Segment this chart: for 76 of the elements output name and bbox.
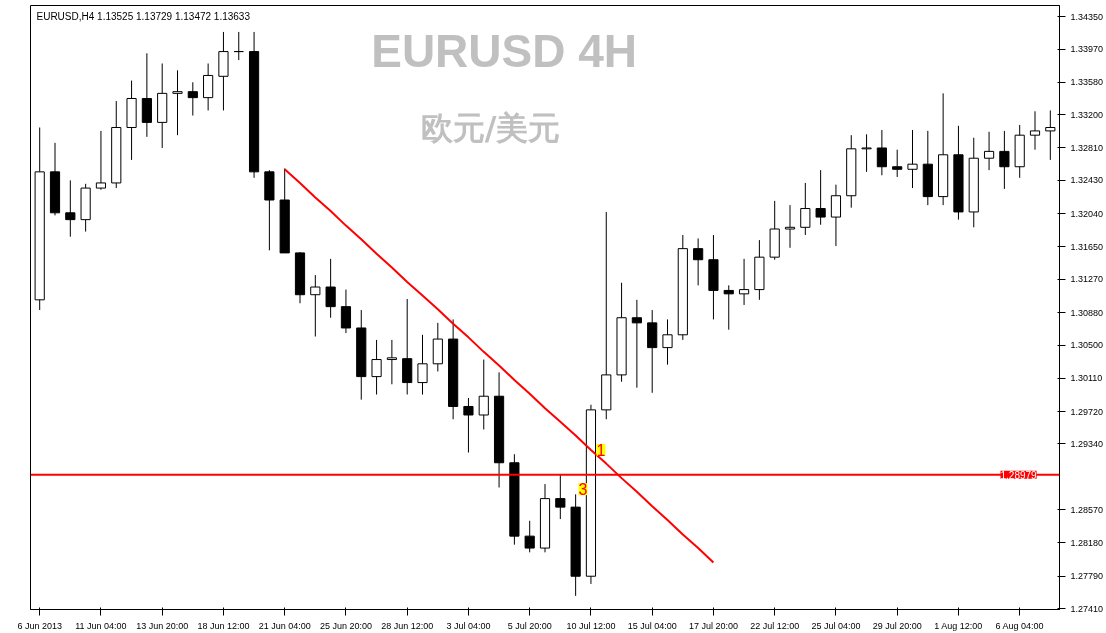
candlestick: [815, 169, 826, 226]
candlestick: [892, 149, 903, 178]
y-tick-label: 1.28570: [1070, 504, 1104, 515]
candlestick: [1045, 109, 1056, 161]
x-tick-label: 5 Jul 20:00: [507, 620, 552, 631]
x-tick-label: 29 Jul 20:00: [872, 620, 922, 631]
chart-title: EURUSD 4H: [371, 24, 638, 77]
candlestick: [524, 520, 535, 553]
candlestick: [463, 397, 474, 454]
x-tick-label: 11 Jun 04:00: [75, 620, 127, 631]
candlestick: [65, 179, 76, 238]
y-tick-label: 1.33200: [1070, 109, 1104, 120]
candlestick: [340, 289, 352, 334]
x-tick-label: 15 Jul 04:00: [627, 620, 677, 631]
candlestick: [662, 318, 673, 366]
x-tick-label: 10 Jul 12:00: [566, 620, 616, 631]
candlestick: [402, 298, 413, 396]
x-tick-label: 6 Jun 2013: [17, 620, 62, 631]
y-tick-label: 1.31270: [1070, 274, 1104, 285]
candlestick: [187, 81, 198, 117]
y-tick-label: 1.29340: [1070, 439, 1104, 449]
y-tick-label: 1.30880: [1070, 307, 1104, 318]
candlestick: [417, 334, 428, 396]
y-tick-label: 1.32040: [1070, 208, 1104, 219]
y-tick-label: 1.32810: [1070, 142, 1104, 153]
y-tick-label: 1.33970: [1070, 44, 1104, 55]
y-tick-label: 1.31650: [1070, 241, 1104, 252]
candlestick: [800, 182, 811, 236]
candlestick: [876, 129, 887, 176]
candlestick: [141, 52, 152, 138]
y-tick-label: 1.33580: [1070, 77, 1104, 88]
candlestick: [555, 474, 566, 520]
annotation: 1: [596, 441, 606, 459]
y-tick-label: 1.27790: [1070, 571, 1104, 582]
x-tick-label: 3 Jul 04:00: [446, 620, 491, 631]
x-tick-label: 18 Jun 12:00: [197, 620, 250, 631]
candlestick: [631, 299, 642, 389]
candlestick: [310, 274, 321, 338]
candlestick: [983, 131, 995, 171]
x-tick-label: 21 Jun 04:00: [258, 620, 311, 631]
candlestick: [203, 63, 214, 111]
y-tick-label: 1.27410: [1070, 603, 1104, 614]
candlestick: [907, 129, 918, 189]
y-tick-label: 1.29720: [1070, 406, 1104, 417]
x-tick-label: 1 Aug 12:00: [934, 620, 983, 631]
y-tick-label: 1.28180: [1070, 537, 1104, 548]
candlestick: [784, 204, 796, 249]
candlestick: [693, 237, 704, 286]
candlestick: [371, 339, 382, 396]
y-tick-label: 1.30500: [1070, 340, 1104, 351]
candlestick: [738, 258, 750, 306]
candlestick: [1029, 110, 1041, 151]
x-tick-label: 25 Jul 04:00: [811, 620, 861, 631]
annotation: 3: [578, 481, 588, 499]
ref-line-label: 1.28979: [1000, 469, 1038, 481]
candlestick: [999, 130, 1010, 190]
candlestick: [172, 69, 183, 136]
x-tick-label: 6 Aug 04:00: [995, 620, 1044, 631]
x-tick-label: 17 Jul 20:00: [688, 620, 738, 631]
x-tick-label: 28 Jun 12:00: [381, 620, 434, 631]
candlestick: [95, 130, 107, 191]
annotation: EURUSD,H4 1.13525 1.13729 1.13472 1.13633: [36, 10, 251, 22]
candlestick: [386, 339, 397, 385]
x-tick-label: 22 Jul 12:00: [750, 620, 800, 631]
candlestick: [233, 31, 244, 61]
candlestick: [325, 258, 336, 319]
candlestick: [478, 359, 489, 430]
y-tick-label: 1.34350: [1070, 11, 1104, 22]
candlestick: [723, 284, 734, 331]
text: 欧元/美元: [420, 108, 561, 147]
y-tick-label: 1.30110: [1070, 373, 1103, 384]
candlestick: [830, 184, 842, 247]
x-tick-label: 13 Jun 20:00: [136, 620, 189, 631]
x-tick-label: 25 Jun 20:00: [319, 620, 372, 631]
y-tick-label: 1.32430: [1070, 175, 1104, 186]
candlestick: [861, 133, 872, 173]
